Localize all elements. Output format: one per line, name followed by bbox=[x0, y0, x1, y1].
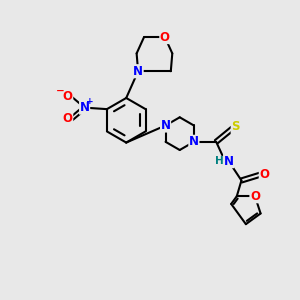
Text: −: − bbox=[56, 86, 64, 96]
Text: N: N bbox=[224, 154, 234, 168]
Text: N: N bbox=[133, 65, 143, 78]
Text: +: + bbox=[86, 97, 94, 106]
Text: N: N bbox=[80, 101, 90, 114]
Text: N: N bbox=[160, 119, 171, 132]
Text: O: O bbox=[250, 190, 260, 203]
Text: N: N bbox=[189, 135, 199, 148]
Text: O: O bbox=[63, 112, 73, 125]
Text: O: O bbox=[63, 90, 73, 103]
Text: S: S bbox=[231, 121, 240, 134]
Text: O: O bbox=[259, 168, 269, 181]
Text: H: H bbox=[215, 156, 224, 166]
Text: O: O bbox=[160, 31, 170, 44]
